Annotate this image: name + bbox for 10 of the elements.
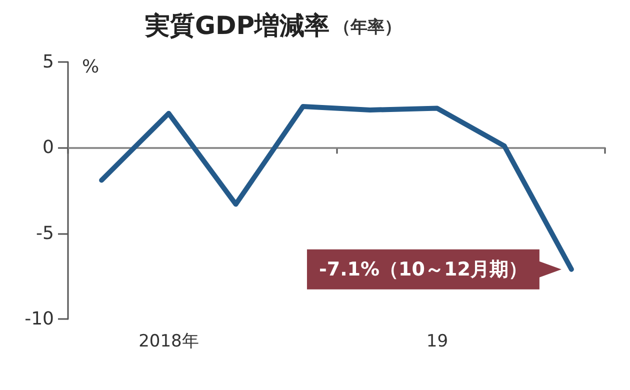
y-tick-label: -5 xyxy=(36,222,54,244)
x-tick-label: 2018年 xyxy=(138,332,199,352)
chart-subtitle: （年率） xyxy=(334,18,402,38)
annotation: -7.1%（10～12月期） xyxy=(318,258,528,280)
y-tick-label: -10 xyxy=(24,308,54,330)
x-tick-label: 19 xyxy=(426,332,448,352)
y-tick-label: 5 xyxy=(42,52,54,72)
y-tick-label: 0 xyxy=(42,137,54,158)
y-axis-title: % xyxy=(82,56,100,78)
chart-title: 実質GDP増減率 xyxy=(144,11,330,40)
